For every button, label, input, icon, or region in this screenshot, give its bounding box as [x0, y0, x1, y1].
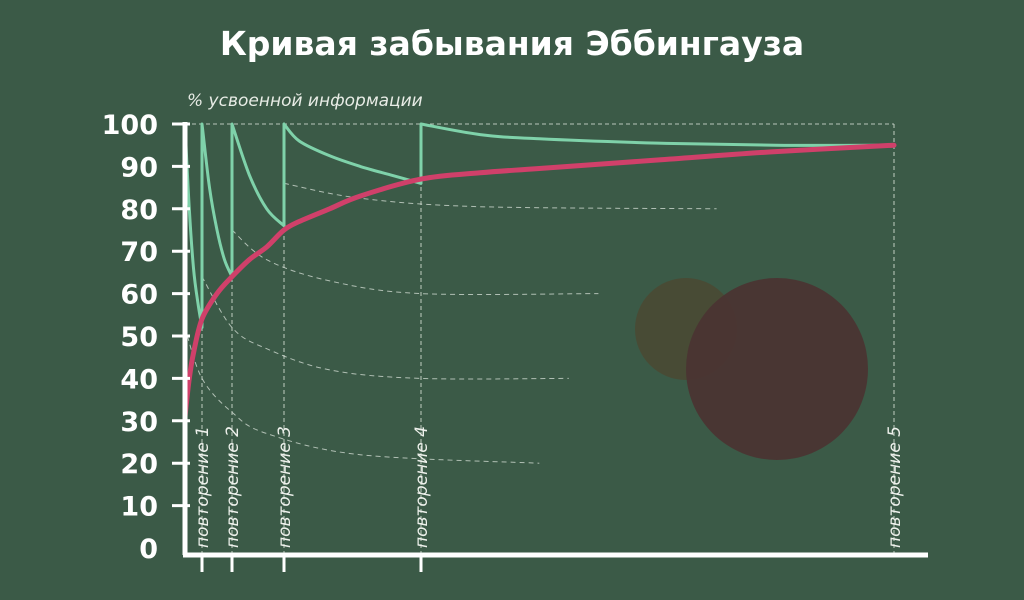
decorative-circle-large	[686, 278, 868, 460]
axes	[182, 122, 928, 558]
retention-segment-4	[282, 122, 423, 185]
decay-guide-2	[201, 276, 569, 380]
y-tick-label-0: 0	[139, 534, 158, 565]
decay-guide-1	[184, 327, 540, 464]
repetition-label-4: повторение 4	[412, 426, 432, 548]
y-tick-label-100: 100	[102, 110, 158, 141]
x-ticks	[200, 557, 423, 572]
memory-line	[182, 142, 897, 420]
y-tick-label-30: 30	[120, 407, 158, 438]
decay-guide-3	[231, 229, 599, 296]
memory-strength-curve	[182, 142, 897, 420]
repetition-label-5: повторение 5	[885, 426, 905, 548]
y-tick-label-90: 90	[120, 152, 158, 183]
y-tick-label-60: 60	[120, 280, 158, 311]
decay-guides	[184, 182, 717, 464]
y-tick-label-20: 20	[120, 449, 158, 480]
retention-segment-1	[183, 122, 204, 329]
repetition-label-3: повторение 3	[275, 426, 295, 548]
decay-guide-4	[283, 182, 717, 210]
decorative-circles	[635, 278, 868, 460]
retention-segment-3	[230, 122, 286, 228]
repetition-labels: повторение 1 повторение 2 повторение 3 повт…	[193, 426, 905, 548]
retention-segment-2	[200, 122, 234, 279]
y-tick-label-10: 10	[120, 492, 158, 523]
y-tick-label-70: 70	[120, 237, 158, 268]
y-axis-label: % усвоенной информации	[187, 91, 423, 111]
repetition-label-1: повторение 1	[193, 426, 213, 548]
y-tick-label-80: 80	[120, 195, 158, 226]
y-tick-label-50: 50	[120, 322, 158, 353]
chart-title: Кривая забывания Эббингауза	[220, 24, 804, 63]
repetition-label-2: повторение 2	[223, 426, 243, 548]
retention-segment-5	[419, 122, 896, 147]
retention-curve	[183, 122, 896, 329]
y-tick-label-40: 40	[120, 364, 158, 395]
